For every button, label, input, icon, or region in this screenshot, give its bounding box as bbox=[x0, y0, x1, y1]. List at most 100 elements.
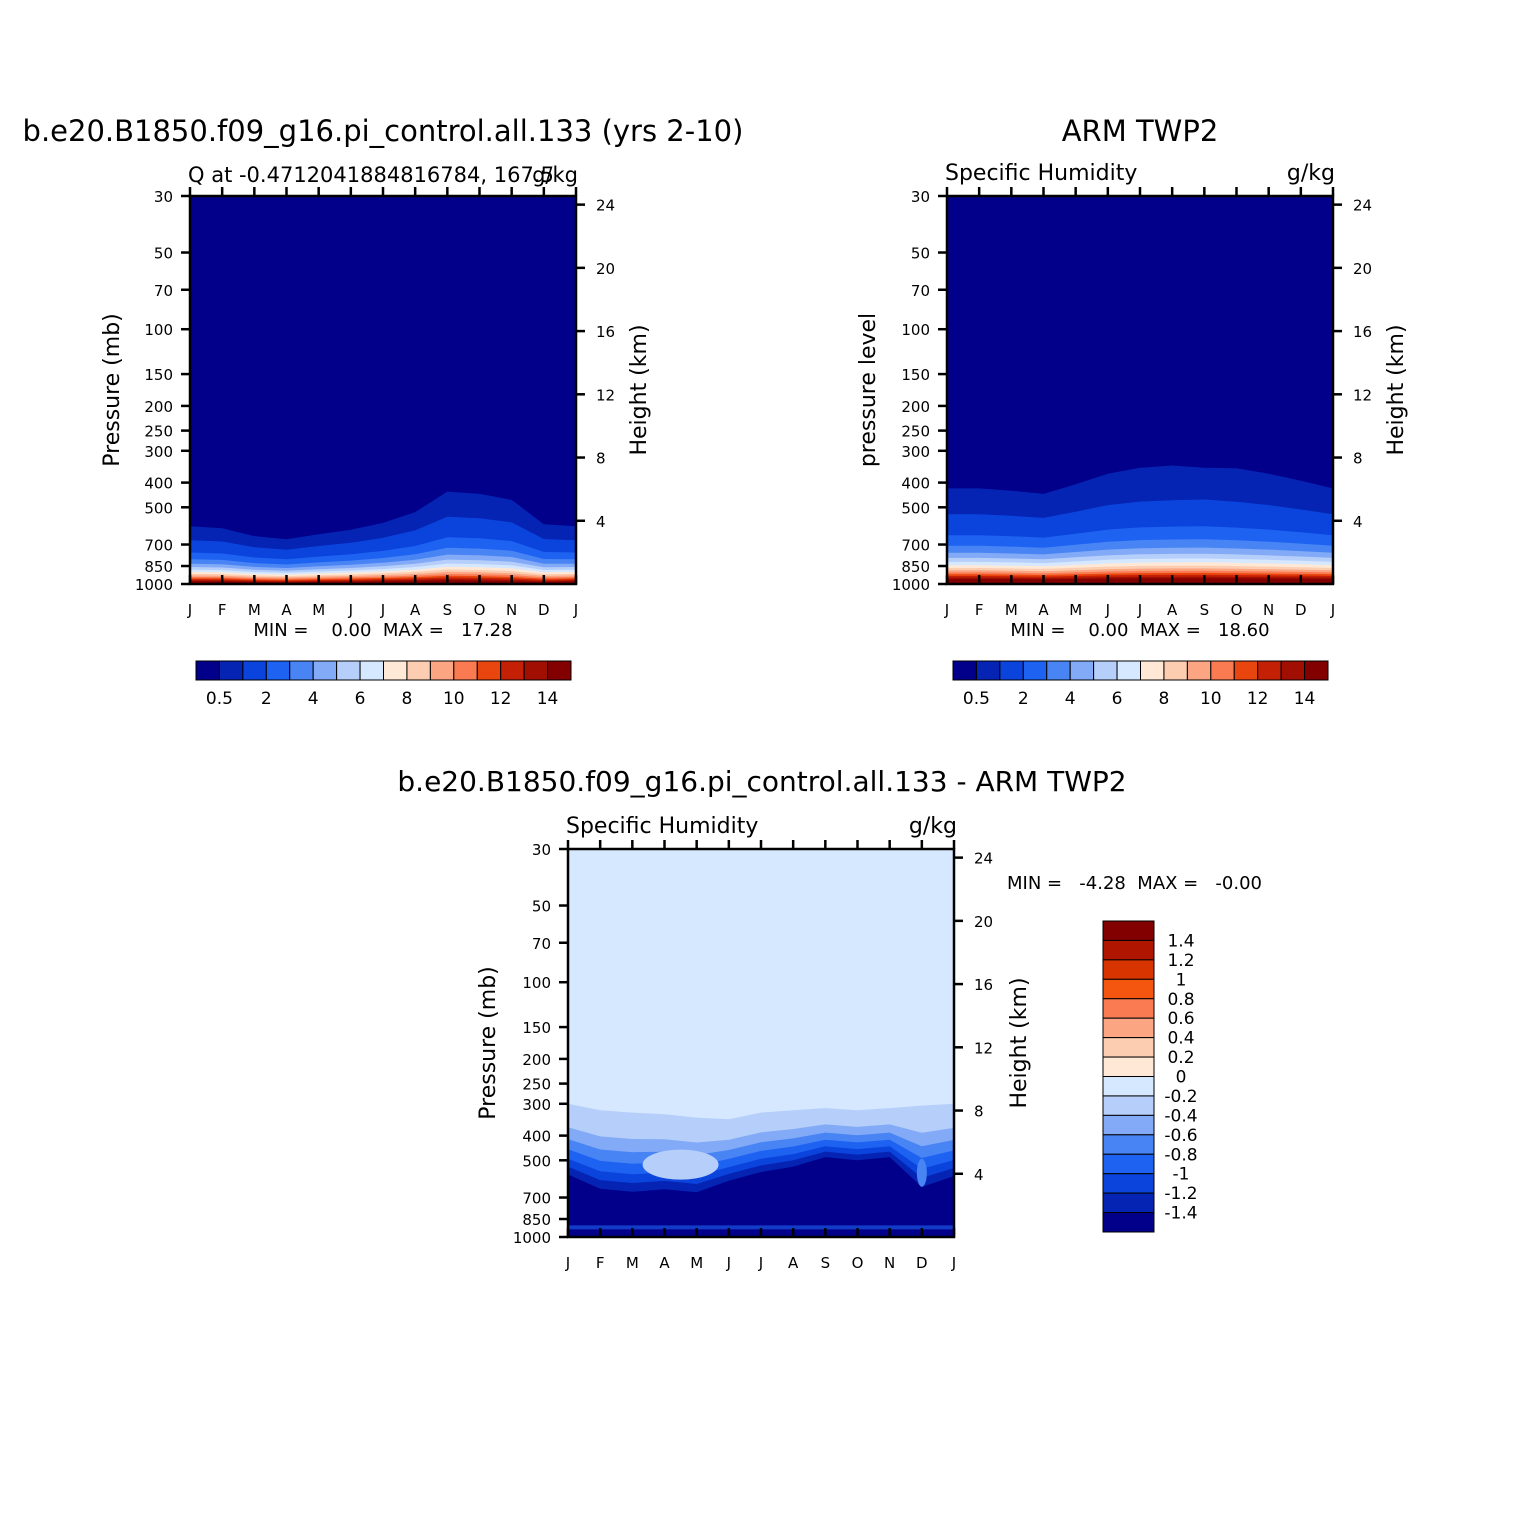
y-tick-right-label: 12 bbox=[1353, 386, 1372, 404]
obs-panel: ARM TWP2 Specific Humidity g/kg J F M A M J J A… bbox=[856, 114, 1409, 709]
colorbar-label: 1 bbox=[1176, 970, 1187, 990]
colorbar-swatch bbox=[1102, 939, 1155, 961]
colorbar-swatch bbox=[453, 660, 478, 681]
x-tick-label: J bbox=[944, 601, 949, 619]
colorbar-label: 12 bbox=[490, 689, 512, 709]
y-tick-label: 1000 bbox=[135, 576, 173, 594]
model-panel-title: b.e20.B1850.f09_g16.pi_control.all.133 (… bbox=[23, 114, 744, 148]
colorbar-label: 1.4 bbox=[1167, 931, 1194, 951]
colorbar-swatch bbox=[312, 660, 338, 681]
y-tick-label: 400 bbox=[901, 475, 930, 493]
colorbar-swatch bbox=[1102, 1095, 1155, 1116]
x-tick-label: J bbox=[726, 1254, 731, 1272]
colorbar-label: 8 bbox=[1159, 689, 1170, 709]
y-tick-right-label: 24 bbox=[596, 197, 615, 215]
y-tick-label: 150 bbox=[901, 366, 930, 384]
colorbar-label: 12 bbox=[1247, 689, 1269, 709]
x-tick-label: D bbox=[1295, 601, 1307, 619]
x-tick-label: A bbox=[788, 1254, 799, 1272]
x-tick-label: F bbox=[218, 601, 227, 619]
colorbar-swatch bbox=[1257, 660, 1282, 681]
colorbar-swatch bbox=[1102, 1134, 1155, 1155]
y-tick-right-label: 8 bbox=[596, 450, 606, 468]
colorbar-swatch bbox=[1102, 1017, 1155, 1039]
colorbar-swatch bbox=[1163, 660, 1188, 681]
colorbar-swatch bbox=[195, 660, 220, 681]
y-tick-right-label: 4 bbox=[1353, 513, 1363, 531]
x-tick-label: M bbox=[690, 1254, 703, 1272]
y-tick-label: 150 bbox=[144, 366, 173, 384]
y-tick-right-label: 24 bbox=[1353, 197, 1372, 215]
colorbar-swatch bbox=[1116, 660, 1141, 681]
colorbar-label: 0 bbox=[1176, 1068, 1187, 1088]
contour-band bbox=[916, 1158, 927, 1187]
colorbar-label: -1.2 bbox=[1164, 1184, 1197, 1204]
colorbar-swatch bbox=[1102, 1212, 1155, 1233]
difference-panel-ylabel-right: Height (km) bbox=[1007, 977, 1032, 1108]
colorbar-swatch bbox=[1102, 998, 1155, 1019]
colorbar-swatch bbox=[1093, 660, 1118, 681]
colorbar-swatch bbox=[1069, 660, 1095, 681]
x-tick-label: M bbox=[1069, 601, 1082, 619]
colorbar-label: 14 bbox=[1294, 689, 1316, 709]
y-tick-label: 100 bbox=[901, 321, 930, 339]
difference-panel-title: b.e20.B1850.f09_g16.pi_control.all.133 -… bbox=[397, 765, 1126, 798]
contour-band bbox=[642, 1149, 719, 1180]
colorbar-swatch bbox=[1102, 1114, 1155, 1136]
colorbar-swatch bbox=[289, 660, 314, 681]
colorbar-swatch bbox=[952, 660, 977, 681]
x-tick-label: S bbox=[821, 1254, 831, 1272]
x-tick-label: O bbox=[852, 1254, 864, 1272]
y-tick-right-label: 20 bbox=[974, 913, 993, 931]
colorbar-swatch bbox=[359, 660, 384, 681]
obs-panel-subtitle-left: Specific Humidity bbox=[945, 161, 1137, 186]
colorbar-swatch bbox=[1102, 1153, 1155, 1175]
y-tick-label: 200 bbox=[522, 1051, 551, 1069]
y-tick-label: 700 bbox=[144, 537, 173, 555]
colorbar-swatch bbox=[265, 660, 291, 681]
x-tick-label: J bbox=[565, 1254, 570, 1272]
colorbar-label: 0.5 bbox=[963, 689, 990, 709]
x-tick-label: M bbox=[312, 601, 325, 619]
y-tick-label: 700 bbox=[522, 1190, 551, 1208]
colorbar-label: 0.4 bbox=[1167, 1029, 1194, 1049]
y-tick-label: 1000 bbox=[513, 1229, 551, 1247]
x-tick-label: M bbox=[1005, 601, 1018, 619]
y-tick-label: 250 bbox=[901, 423, 930, 441]
y-tick-right-label: 16 bbox=[1353, 323, 1372, 341]
y-tick-right-label: 8 bbox=[1353, 450, 1363, 468]
colorbar-label: -0.2 bbox=[1164, 1087, 1197, 1107]
x-tick-label: F bbox=[596, 1254, 605, 1272]
colorbar-label: 0.6 bbox=[1167, 1009, 1194, 1029]
colorbar-swatch bbox=[383, 660, 408, 681]
colorbar-label: 2 bbox=[1018, 689, 1029, 709]
colorbar-swatch bbox=[1304, 660, 1329, 681]
difference-panel-subtitle-right: g/kg bbox=[909, 814, 957, 839]
difference-panel-ylabel: Pressure (mb) bbox=[476, 966, 501, 1120]
colorbar-swatch bbox=[1102, 959, 1155, 980]
y-tick-label: 300 bbox=[522, 1096, 551, 1114]
colorbar-swatch bbox=[547, 660, 572, 681]
y-tick-label: 30 bbox=[532, 841, 551, 859]
x-tick-label: A bbox=[1167, 601, 1178, 619]
colorbar-swatch bbox=[429, 660, 455, 681]
colorbar-label: 6 bbox=[1112, 689, 1123, 709]
x-tick-label: M bbox=[248, 601, 261, 619]
colorbar-swatch bbox=[500, 660, 525, 681]
y-tick-label: 200 bbox=[901, 398, 930, 416]
x-tick-label: J bbox=[348, 601, 353, 619]
colorbar-label: -1 bbox=[1173, 1165, 1190, 1185]
obs-panel-ylabel: pressure level bbox=[856, 313, 881, 467]
x-tick-label: J bbox=[573, 601, 578, 619]
model-panel-ylabel: Pressure (mb) bbox=[100, 313, 125, 467]
obs-panel-ylabel-right: Height (km) bbox=[1384, 324, 1409, 455]
colorbar-label: 1.2 bbox=[1167, 951, 1194, 971]
y-tick-label: 30 bbox=[154, 188, 173, 206]
colorbar-swatch bbox=[476, 660, 502, 681]
y-tick-right-label: 24 bbox=[974, 850, 993, 868]
obs-panel-field bbox=[947, 196, 1333, 584]
y-tick-label: 50 bbox=[154, 245, 173, 263]
colorbar-swatch bbox=[1102, 920, 1155, 941]
y-tick-label: 300 bbox=[901, 443, 930, 461]
x-tick-label: O bbox=[1231, 601, 1243, 619]
